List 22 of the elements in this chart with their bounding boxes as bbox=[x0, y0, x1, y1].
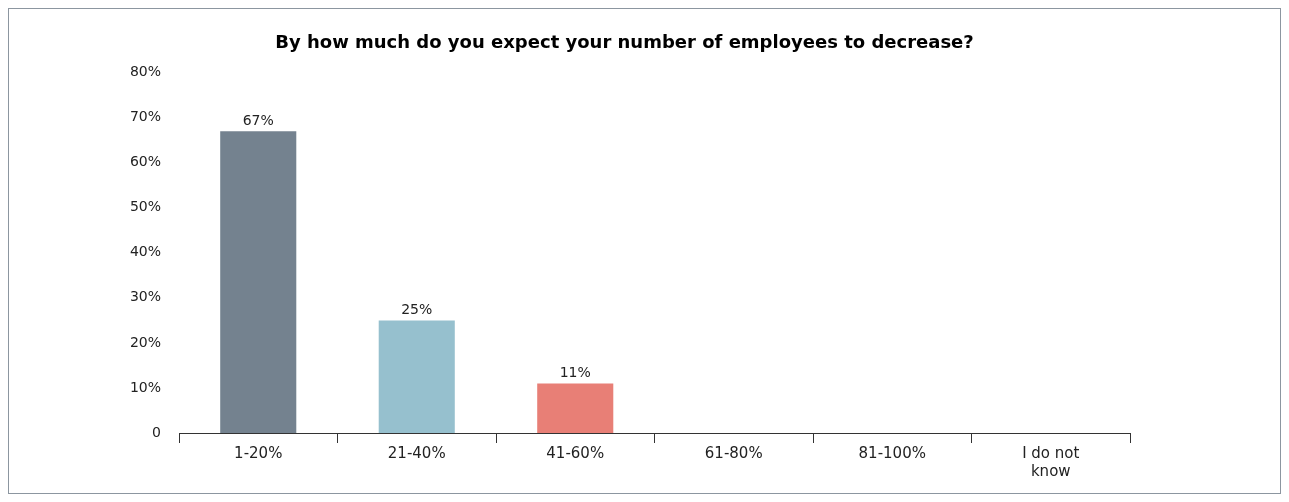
x-tick-label: I do not know bbox=[1022, 443, 1080, 480]
y-tick-label: 0 bbox=[152, 423, 161, 440]
bar bbox=[220, 131, 297, 433]
bar bbox=[537, 383, 614, 433]
y-tick-label: 10% bbox=[129, 378, 161, 395]
x-tick-label: 21-40% bbox=[387, 443, 446, 462]
y-tick-label: 60% bbox=[129, 153, 161, 170]
y-tick-label: 50% bbox=[129, 198, 161, 215]
chart-title: By how much do you expect your number of employees to decrease? bbox=[275, 31, 974, 53]
data-label: 67% bbox=[242, 111, 274, 128]
bar bbox=[378, 320, 455, 433]
x-tick-label: 1-20% bbox=[234, 443, 283, 462]
x-tick-label: 41-60% bbox=[546, 443, 605, 462]
y-tick-label: 30% bbox=[129, 288, 161, 305]
y-tick-label: 80% bbox=[129, 63, 161, 80]
y-tick-label: 40% bbox=[129, 243, 161, 260]
y-tick-label: 20% bbox=[129, 333, 161, 350]
x-tick-label: 61-80% bbox=[704, 443, 763, 462]
data-label: 25% bbox=[401, 301, 433, 318]
y-tick-label: 70% bbox=[129, 108, 161, 125]
x-tick-label: 81-100% bbox=[858, 443, 926, 462]
data-label: 11% bbox=[559, 364, 591, 381]
